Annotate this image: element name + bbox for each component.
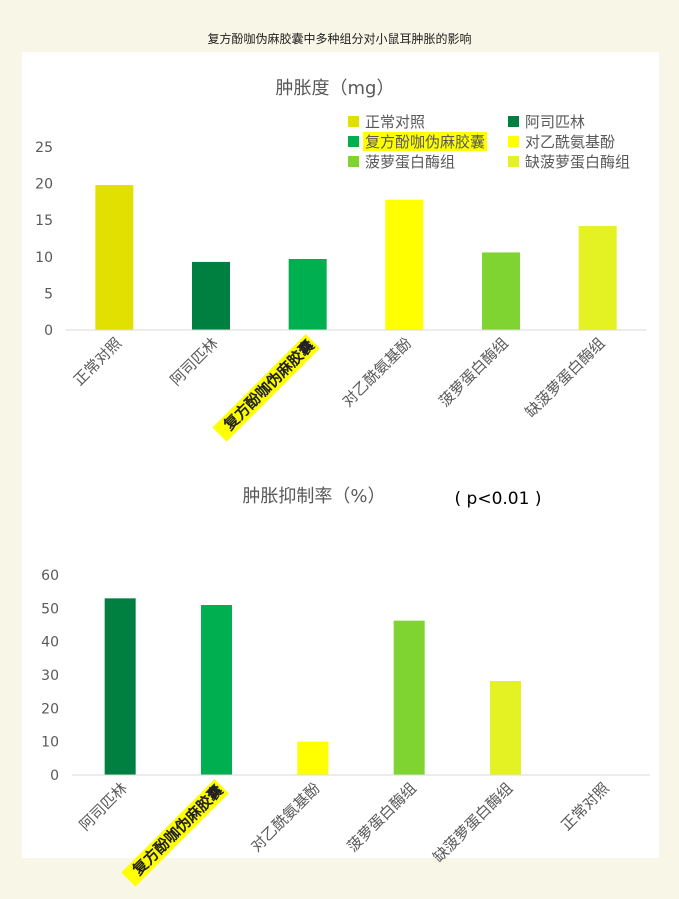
y-tick-label: 0 [44, 323, 53, 339]
bar [393, 620, 425, 775]
x-tick-label: 缺菠萝蛋白酶组 [522, 334, 609, 421]
y-axis: 0 5 10 15 20 25 [35, 140, 53, 339]
x-tick-label: 菠萝蛋白酶组 [435, 334, 511, 410]
y-tick-label: 20 [41, 701, 59, 717]
swelling-inhibition-chart: 肿胀抑制率（%） ( p<0.01 ) 0 10 20 30 40 50 60 阿司匹林复方… [41, 486, 650, 887]
significance-note: ( p<0.01 ) [455, 489, 542, 509]
legend-label: 阿司匹林 [525, 113, 585, 131]
x-tick-label: 正常对照 [557, 779, 612, 834]
x-tick-label: 菠萝蛋白酶组 [344, 779, 420, 855]
bar [490, 681, 521, 775]
bar [104, 598, 136, 775]
y-tick-label: 25 [35, 140, 53, 156]
bar [385, 199, 424, 330]
bar [297, 741, 329, 775]
legend-swatch [348, 116, 359, 127]
page-title: 复方酚咖伪麻胶囊中多种组分对小鼠耳肿胀的影响 [207, 32, 472, 46]
y-tick-label: 20 [35, 177, 53, 193]
legend-swatch [508, 116, 519, 127]
bar-series [95, 185, 617, 330]
x-tick-label: 阿司匹林 [76, 779, 131, 834]
legend-label: 缺菠萝蛋白酶组 [525, 153, 630, 171]
x-tick-label: 复方酚咖伪麻胶囊 [219, 336, 318, 435]
chart-title: 肿胀抑制率（%） [242, 486, 385, 507]
y-tick-label: 40 [41, 635, 59, 651]
y-tick-label: 15 [35, 213, 53, 229]
y-tick-label: 5 [44, 286, 53, 302]
category-highlight [121, 779, 229, 887]
legend-label: 对乙酰氨基酚 [525, 133, 615, 151]
bar [192, 261, 230, 330]
legend-swatch [508, 156, 519, 167]
y-tick-label: 60 [41, 568, 59, 584]
x-tick-label: 正常对照 [70, 334, 125, 389]
x-tick-label: 复方酚咖伪麻胶囊 [128, 781, 227, 880]
y-tick-label: 50 [41, 601, 59, 617]
legend-label: 菠萝蛋白酶组 [365, 153, 455, 171]
chart-title: 肿胀度（mg） [276, 78, 395, 99]
x-tick-label: 缺菠萝蛋白酶组 [429, 779, 516, 866]
bar [578, 226, 617, 330]
legend-swatch [348, 156, 359, 167]
legend-swatch [348, 136, 359, 147]
bar [482, 252, 520, 330]
chart-panel: 肿胀度（mg） 正常对照 阿司匹林 复方酚咖伪麻胶囊 对乙酰氨基酚 菠萝蛋白酶组 缺菠萝蛋… [22, 52, 659, 887]
x-tick-label: 对乙酰氨基酚 [247, 779, 323, 855]
bar [95, 185, 134, 330]
y-axis: 0 10 20 30 40 50 60 [41, 568, 59, 784]
legend-highlight [363, 132, 487, 151]
y-tick-label: 30 [41, 668, 59, 684]
bar [201, 605, 232, 775]
category-highlight [212, 334, 320, 442]
x-tick-label: 阿司匹林 [167, 334, 222, 389]
y-tick-label: 0 [50, 768, 59, 784]
y-tick-label: 10 [41, 735, 59, 751]
bar [288, 258, 327, 330]
x-tick-label: 对乙酰氨基酚 [339, 334, 415, 410]
bar-series [104, 598, 521, 775]
legend-swatch [508, 136, 519, 147]
legend-label: 复方酚咖伪麻胶囊 [365, 133, 485, 151]
legend-label: 正常对照 [365, 113, 425, 131]
y-tick-label: 10 [35, 250, 53, 266]
